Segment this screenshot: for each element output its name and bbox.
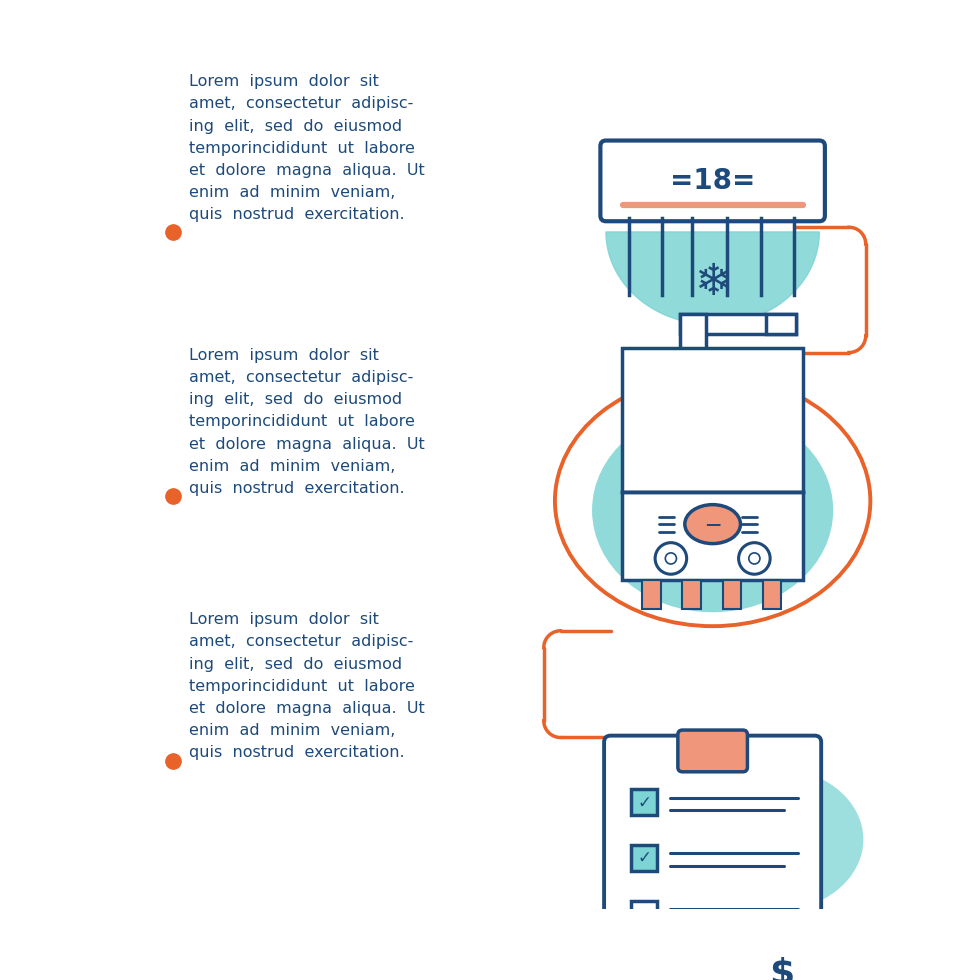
Polygon shape bbox=[606, 232, 819, 324]
Text: Lorem  ipsum  dolor  sit
amet,  consectetur  adipisc-
ing  elit,  sed  do  eiusm: Lorem ipsum dolor sit amet, consectetur … bbox=[188, 348, 424, 496]
FancyBboxPatch shape bbox=[762, 580, 781, 610]
FancyBboxPatch shape bbox=[682, 580, 701, 610]
FancyBboxPatch shape bbox=[678, 730, 748, 772]
Ellipse shape bbox=[685, 505, 741, 544]
Text: —: — bbox=[705, 516, 720, 531]
FancyBboxPatch shape bbox=[631, 790, 657, 815]
FancyBboxPatch shape bbox=[604, 736, 821, 980]
Circle shape bbox=[739, 543, 770, 574]
FancyBboxPatch shape bbox=[631, 901, 657, 927]
Circle shape bbox=[738, 929, 827, 980]
Circle shape bbox=[749, 553, 760, 564]
FancyBboxPatch shape bbox=[766, 314, 796, 334]
FancyBboxPatch shape bbox=[680, 314, 707, 365]
FancyBboxPatch shape bbox=[601, 140, 825, 221]
Circle shape bbox=[655, 543, 687, 574]
Circle shape bbox=[665, 553, 676, 564]
Text: ✓: ✓ bbox=[637, 849, 651, 867]
Text: $: $ bbox=[769, 957, 795, 980]
Text: =18=: =18= bbox=[670, 167, 756, 195]
Text: ✓: ✓ bbox=[637, 794, 651, 811]
Ellipse shape bbox=[555, 375, 870, 626]
Text: Lorem  ipsum  dolor  sit
amet,  consectetur  adipisc-
ing  elit,  sed  do  eiusm: Lorem ipsum dolor sit amet, consectetur … bbox=[188, 612, 424, 760]
Ellipse shape bbox=[592, 408, 833, 612]
FancyBboxPatch shape bbox=[642, 580, 661, 610]
Text: ❄: ❄ bbox=[694, 261, 731, 304]
FancyBboxPatch shape bbox=[622, 348, 803, 492]
FancyBboxPatch shape bbox=[680, 314, 796, 334]
Text: Lorem  ipsum  dolor  sit
amet,  consectetur  adipisc-
ing  elit,  sed  do  eiusm: Lorem ipsum dolor sit amet, consectetur … bbox=[188, 74, 424, 222]
FancyBboxPatch shape bbox=[622, 492, 803, 580]
FancyBboxPatch shape bbox=[631, 845, 657, 871]
Ellipse shape bbox=[682, 767, 863, 911]
FancyBboxPatch shape bbox=[723, 580, 742, 610]
